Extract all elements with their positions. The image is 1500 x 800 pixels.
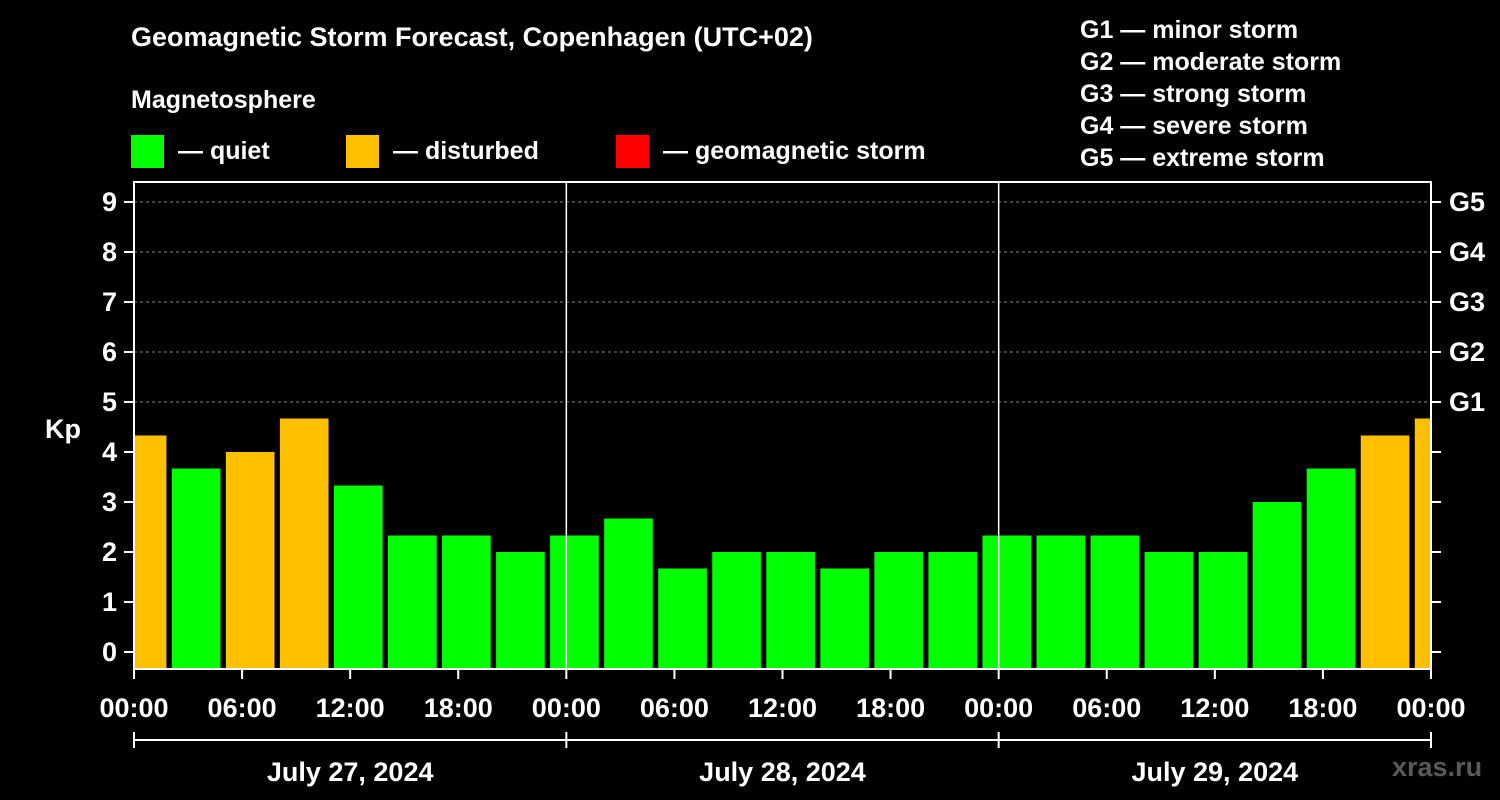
x-tick-label-12: 00:00 <box>1396 693 1465 723</box>
x-tick-label-8: 00:00 <box>964 693 1033 723</box>
grid-layer <box>134 201 1431 403</box>
legend-swatch-disturbed <box>346 134 379 168</box>
x-tick-label-0: 00:00 <box>99 693 168 723</box>
legend-swatch-storm <box>616 134 649 168</box>
kp-bar-24 <box>1414 418 1431 668</box>
bars-layer <box>134 418 1431 668</box>
chart-subtitle: Magnetosphere <box>131 86 316 114</box>
kp-bar-17 <box>1036 535 1086 668</box>
kp-bar-4 <box>333 485 383 668</box>
x-tick-label-2: 12:00 <box>316 693 385 723</box>
chart-title: Geomagnetic Storm Forecast, Copenhagen (… <box>131 22 813 52</box>
legend-item-quiet: — quiet <box>131 134 270 168</box>
kp-bar-3 <box>279 418 329 668</box>
x-tick-label-5: 06:00 <box>640 693 709 723</box>
kp-bar-1 <box>171 468 221 668</box>
kp-bar-9 <box>604 518 653 668</box>
legend-label-storm: — geomagnetic storm <box>663 136 926 165</box>
kp-bar-11 <box>712 552 761 668</box>
storm-scale-g2: G2 — moderate storm <box>1080 48 1342 76</box>
legend-label-quiet: — quiet <box>178 136 270 165</box>
x-tick-label-10: 12:00 <box>1180 693 1249 723</box>
right-tick-label-g2: G2 <box>1449 337 1485 367</box>
storm-scale-g1: G1 — minor storm <box>1080 16 1299 44</box>
x-tick-label-3: 18:00 <box>424 693 493 723</box>
y-tick-label-6: 6 <box>102 337 117 367</box>
x-tick-label-1: 06:00 <box>208 693 277 723</box>
y-tick-label-8: 8 <box>102 237 117 267</box>
kp-bar-20 <box>1198 552 1248 668</box>
legend-swatch-quiet <box>131 134 164 168</box>
day-label-2: July 29, 2024 <box>1132 757 1299 787</box>
right-tick-label-g3: G3 <box>1449 287 1485 317</box>
kp-bar-5 <box>387 535 437 668</box>
legend-item-storm: — geomagnetic storm <box>616 134 926 168</box>
kp-bar-12 <box>766 552 815 668</box>
kp-bar-16 <box>982 535 1032 668</box>
y-tick-label-0: 0 <box>102 637 117 667</box>
kp-bar-22 <box>1306 468 1356 668</box>
axes-layer: 0 1 2 3 4 5 6 7 8 9 G1 G2 G3 G4 G5 00:00 06:00 12:00 18:00… <box>99 181 1485 787</box>
kp-bar-2 <box>225 452 275 668</box>
y-tick-label-7: 7 <box>102 287 117 317</box>
y-tick-label-4: 4 <box>102 437 117 467</box>
kp-bar-10 <box>658 568 707 668</box>
kp-bar-18 <box>1090 535 1140 668</box>
kp-bar-23 <box>1360 435 1410 668</box>
legend-item-disturbed: — disturbed <box>346 134 539 168</box>
storm-scale-g4: G4 — severe storm <box>1080 112 1308 140</box>
right-tick-label-g1: G1 <box>1449 387 1485 417</box>
kp-bar-6 <box>442 535 491 668</box>
x-tick-label-7: 18:00 <box>856 693 925 723</box>
storm-scale-g5: G5 — extreme storm <box>1080 144 1325 172</box>
y-tick-label-1: 1 <box>102 587 117 617</box>
watermark: xras.ru <box>1392 752 1483 782</box>
kp-bar-19 <box>1144 552 1194 668</box>
x-tick-label-9: 06:00 <box>1072 693 1141 723</box>
day-label-0: July 27, 2024 <box>267 757 434 787</box>
x-tick-label-6: 12:00 <box>748 693 817 723</box>
kp-bar-0 <box>134 435 167 668</box>
legend-label-disturbed: — disturbed <box>393 136 539 165</box>
y-axis-label: Kp <box>45 414 81 444</box>
right-tick-label-g4: G4 <box>1449 237 1485 267</box>
kp-bar-7 <box>496 552 545 668</box>
storm-scale-legend: G1 — minor storm G2 — moderate storm G3 … <box>1080 14 1341 174</box>
day-label-1: July 28, 2024 <box>699 757 866 787</box>
x-tick-label-4: 00:00 <box>532 693 601 723</box>
y-tick-label-5: 5 <box>102 387 117 417</box>
y-tick-label-9: 9 <box>102 187 117 217</box>
kp-bar-14 <box>874 552 924 668</box>
right-tick-label-g5: G5 <box>1449 187 1485 217</box>
kp-bar-8 <box>550 535 599 668</box>
kp-bar-21 <box>1252 502 1302 668</box>
kp-bar-15 <box>928 552 978 668</box>
x-tick-label-11: 18:00 <box>1288 693 1357 723</box>
y-tick-label-3: 3 <box>102 487 117 517</box>
storm-scale-g3: G3 — strong storm <box>1080 80 1307 108</box>
y-tick-label-2: 2 <box>102 537 117 567</box>
kp-bar-13 <box>820 568 869 668</box>
